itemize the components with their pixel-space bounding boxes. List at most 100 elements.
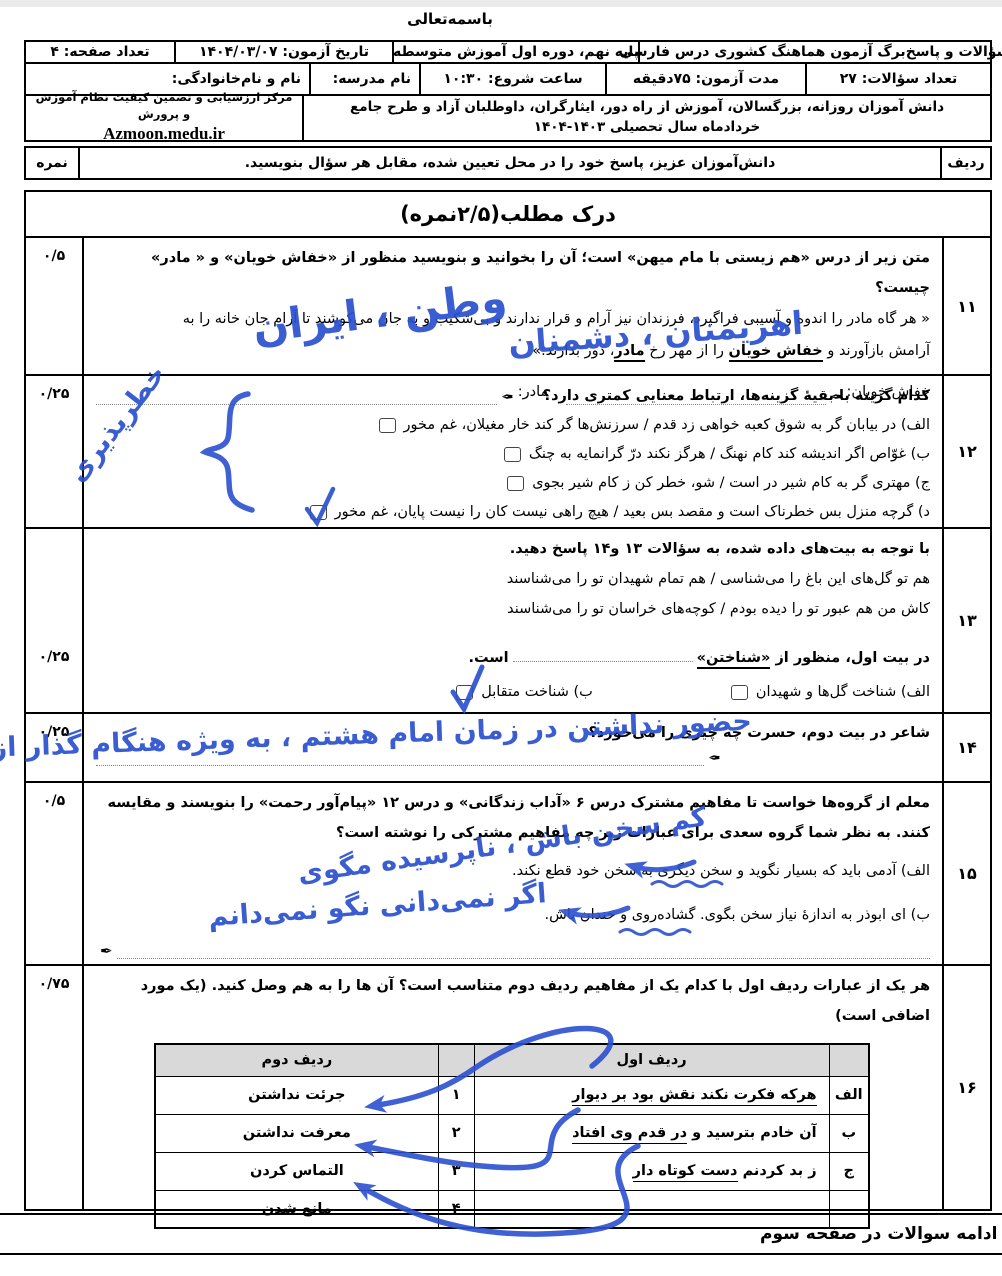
question-row-14: ۱۴ شاعر در بیت دوم، حسرت چه چیزی را می‌خ…: [26, 714, 990, 783]
q15-prompt-line1: معلم از گروه‌ها خواست تا مفاهیم مشترک در…: [107, 795, 930, 811]
row-concept: جرئت نداشتن: [154, 1075, 439, 1115]
row-letter: ب: [828, 1113, 870, 1153]
section-title: درک مطلب(۲/۵نمره): [26, 192, 990, 239]
question-table: درک مطلب(۲/۵نمره) ۱۱ متن زیر از درس «هم …: [24, 190, 992, 1229]
row-phrase: آن خادم بترسید و در قدم وی افتاد: [473, 1113, 830, 1153]
question-row-13: ۱۳ با توجه به بیت‌های داده شده، به سؤالا…: [26, 529, 990, 715]
row-phrase: هرکه فکرت نکند نقش بود بر دیوار: [473, 1075, 830, 1115]
q11-blank1-dots: [566, 390, 826, 406]
q14-prompt: شاعر در بیت دوم، حسرت چه چیزی را می‌خورد…: [588, 725, 930, 742]
q13-intro: با توجه به بیت‌های داده شده، به سؤالات ۱…: [509, 541, 930, 558]
header-row-3: دانش آموزان روزانه، بزرگسالان، آموزش از …: [26, 90, 990, 143]
question-row-11: ۱۱ متن زیر از درس «هم زیستی با مام میهن»…: [26, 238, 990, 406]
number-column-header: [437, 1043, 475, 1077]
blue-checkmark-icon: [450, 664, 485, 715]
start-time: ساعت شروع: ۱۰:۳۰: [419, 64, 605, 94]
question-count: تعداد سؤالات: ۲۷: [805, 64, 990, 94]
q12-option-a-text: الف) در بیابان گر به شوق کعبه خواهی زد ق…: [403, 417, 930, 434]
q13-options: الف) شناخت گل‌ها و شهیدان ب) شناخت متقاب…: [96, 664, 930, 715]
row-number: ۳: [437, 1151, 475, 1191]
question-number: ۱۶: [942, 966, 990, 1209]
q11-passage2-term2: مادر: [614, 343, 645, 363]
q11-blank2-dots: [95, 390, 498, 406]
question-16-content: هر یک از عبارات ردیف اول با کدام یک از م…: [84, 966, 942, 1229]
question-number: ۱۱: [942, 238, 990, 375]
row-letter: الف: [828, 1075, 870, 1115]
phrase-pre: آن خادم بترسید و: [687, 1125, 817, 1141]
question-score: ۰/۲۵: [26, 376, 84, 528]
q11-passage2-mid: را از مهر رخ: [644, 343, 729, 360]
table-row: ج ز بد کردنم دست کوتاه دار ۳ التماس کردن: [154, 1151, 870, 1191]
blue-checkmark-icon: [304, 486, 335, 528]
q12-option-b: ب) غوّاص اگر اندیشه کند کام نهنگ / هرگز …: [96, 440, 930, 469]
school-name-field: نام مدرسه:: [309, 64, 419, 94]
pen-icon: ✒: [708, 749, 721, 768]
audience-cell: دانش آموزان روزانه، بزرگسالان، آموزش از …: [302, 96, 990, 140]
matching-table-header: ردیف اول ردیف دوم: [154, 1043, 870, 1077]
header-row-2: تعداد سؤالات: ۲۷ مدت آزمون: ۷۵دقیقه ساعت…: [26, 64, 990, 96]
grade-label: پایه نهم، دوره اول آموزش متوسطه: [392, 42, 639, 62]
q11-blank1-label: خفاش خویان:: [846, 384, 930, 401]
q11-prompt: متن زیر از درس «هم زیستی با مام میهن» اس…: [151, 250, 930, 297]
q11-blank2-label: مادر:: [517, 384, 549, 401]
q12-prompt: کدام گزینه با بقیهٔ گزینه‌ها، ارتباط معن…: [542, 388, 930, 405]
row-letter: [828, 1189, 870, 1229]
question-score: ۰/۲۵: [26, 714, 84, 781]
question-14-content: شاعر در بیت دوم، حسرت چه چیزی را می‌خورد…: [84, 714, 942, 781]
exam-date: تاریخ آزمون: ۱۴۰۴/۰۳/۰۷: [174, 42, 392, 62]
instruction-strip: ردیف دانش‌آموزان عزیز، پاسخ خود را در مح…: [24, 146, 992, 180]
table-row: ب آن خادم بترسید و در قدم وی افتاد ۲ معر…: [154, 1113, 870, 1153]
q11-answer-line: خفاش خویان: ✒ مادر: ✒: [95, 379, 930, 406]
question-score: ۰/۲۵: [26, 529, 84, 713]
exam-title: سؤالات و پاسخ‌برگ آزمون هماهنگ کشوری درس…: [619, 42, 1002, 62]
student-name-field: نام و نام‌خانوادگی:: [171, 71, 301, 87]
phrase-underlined: دست کوتاه دار: [632, 1163, 738, 1182]
q13-option-a-text: الف) شناخت گل‌ها و شهیدان: [755, 684, 930, 701]
student-instruction: دانش‌آموزان عزیز، پاسخ خود را در محل تعی…: [78, 148, 940, 178]
phrase-underlined: هرکه فکرت نکند نقش بود بر دیوار: [572, 1087, 817, 1106]
score-column-label: نمره: [36, 155, 68, 171]
page-count: تعداد صفحه: ۴: [50, 44, 150, 60]
pen-icon: ✒: [100, 942, 113, 960]
center-url: Azmoon.medu.ir: [103, 124, 225, 144]
q11-passage-line2: آرامش بازآورند و خفاش خویان را از مهر رخ…: [96, 335, 930, 367]
q12-option-c: ج) مهتری گر به کام شیر در است / شو، خطر …: [96, 469, 930, 498]
q13-answer-dots: [512, 647, 693, 663]
question-15-content: معلم از گروه‌ها خواست تا مفاهیم مشترک در…: [84, 783, 942, 964]
question-row-15: ۱۵ معلم از گروه‌ها خواست تا مفاهیم مشترک…: [26, 783, 990, 966]
row-number: ۱: [437, 1075, 475, 1115]
row-concept: معرفت نداشتن: [154, 1113, 439, 1153]
q15-answer-line: ✒: [96, 944, 930, 959]
q13-prompt-term: «شناختن»: [696, 650, 771, 670]
checkbox-unchecked: [378, 418, 396, 434]
q13-prompt-pre: در بیت اول، منظور از: [770, 650, 930, 667]
question-number: ۱۲: [942, 376, 990, 528]
q12-option-a: الف) در بیابان گر به شوق کعبه خواهی زد ق…: [96, 411, 930, 440]
letter-column-header: [828, 1043, 870, 1077]
row-concept: التماس کردن: [154, 1151, 439, 1191]
question-13-content: با توجه به بیت‌های داده شده، به سؤالات ۱…: [84, 529, 942, 715]
second-row-header: ردیف دوم: [154, 1043, 439, 1077]
q13-fill-prompt: در بیت اول، منظور از «شناختن» است.: [96, 642, 930, 674]
checkbox-unchecked: [730, 685, 748, 701]
q14-answer-dots: [96, 751, 705, 767]
phrase-pre: ز بد کردنم: [737, 1163, 817, 1179]
row-letter: ج: [828, 1151, 870, 1191]
q13-option-a: الف) شناخت گل‌ها و شهیدان: [723, 678, 930, 707]
bismillah: باسمه‌تعالی: [407, 10, 493, 28]
checkbox-checked: [304, 486, 335, 528]
first-row-header: ردیف اول: [473, 1043, 830, 1077]
checkbox-unchecked: [503, 447, 521, 463]
q15-item-b: ب) ای ابوذر به اندازهٔ نیاز سخن بگوی. گش…: [544, 907, 930, 923]
exam-header-table: سؤالات و پاسخ‌برگ آزمون هماهنگ کشوری درس…: [24, 40, 1002, 143]
q13-verse2: کاش من هم عبور تو را دیده بودم / کوچه‌ها…: [507, 601, 930, 618]
q15-prompt-line2: کنند. به نظر شما گروه سعدی برای عبارات ز…: [336, 825, 930, 841]
question-score: ۰/۵: [26, 783, 84, 964]
question-row-16: ۱۶ هر یک از عبارات ردیف اول با کدام یک ا…: [26, 966, 990, 1229]
header-row-1: سؤالات و پاسخ‌برگ آزمون هماهنگ کشوری درس…: [26, 42, 1002, 64]
assessment-center-cell: مرکز ارزشیابی و تضمین کیفیت نظام آموزش و…: [26, 90, 302, 143]
checkbox-checked: [450, 664, 485, 715]
q14-answer-line: ✒: [96, 749, 930, 768]
q11-passage-line1: « هر گاه مادر را اندوه و آسیبی فراگیرد، …: [182, 311, 930, 328]
